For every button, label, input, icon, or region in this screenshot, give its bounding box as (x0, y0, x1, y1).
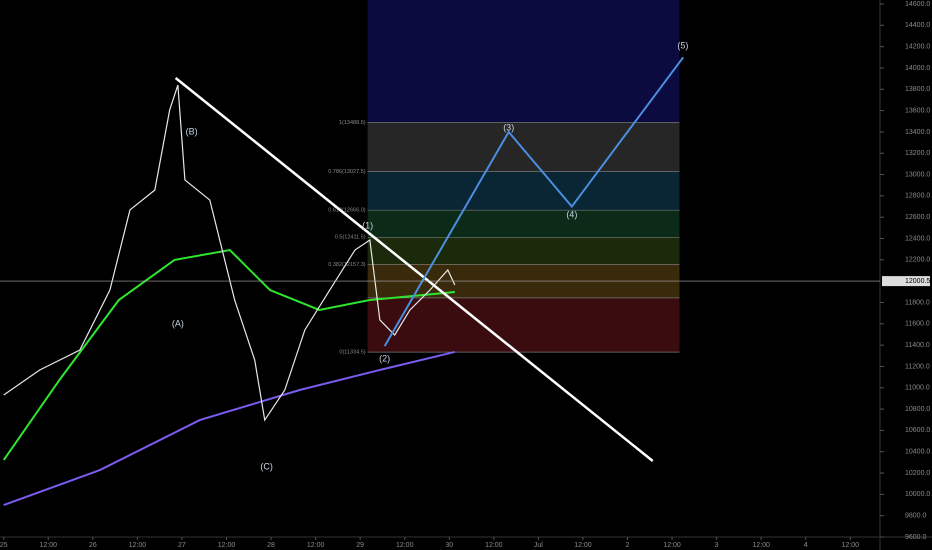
x-tick-label: 12:00 (307, 542, 325, 549)
y-tick-label: 14400.0 (905, 22, 930, 29)
x-tick-label: 29 (356, 542, 364, 549)
fib-label: 0.618(12666.0) (328, 208, 365, 214)
wave-projection (383, 56, 685, 347)
y-tick-label: 14600.0 (905, 1, 930, 8)
x-tick-label: 25 (0, 542, 8, 549)
y-tick-label: 10200.0 (905, 470, 930, 477)
y-tick-label: 11200.0 (905, 363, 930, 370)
current-price-tag (882, 276, 930, 287)
fib-label: 1(13488.5) (339, 120, 366, 126)
x-tick-label: 12:00 (396, 542, 414, 549)
x-tick-label: 12:00 (574, 542, 592, 549)
x-tick-label: 2 (626, 542, 630, 549)
fib-zone (367, 210, 680, 238)
x-tick-label: Jul (534, 542, 543, 549)
y-tick-label: 12600.0 (905, 214, 930, 221)
x-tick-label: 3 (715, 542, 719, 549)
x-tick-label: 12:00 (40, 542, 58, 549)
trendline (174, 77, 654, 462)
x-tick-label: 26 (89, 542, 97, 549)
x-tick-label: 12:00 (485, 542, 503, 549)
wave-label: (C) (260, 461, 273, 471)
y-tick-label: 10600.0 (905, 427, 930, 434)
x-tick-label: 4 (804, 542, 808, 549)
y-tick-label: 12200.0 (905, 257, 930, 264)
x-tick-label: 30 (445, 542, 453, 549)
moving-average (3, 350, 456, 506)
wave-label: (3) (503, 122, 514, 132)
y-tick-label: 14200.0 (905, 43, 930, 50)
wave-label: (B) (186, 126, 198, 136)
x-tick-label: 12:00 (218, 542, 236, 549)
wave-label: (5) (677, 40, 688, 50)
x-tick-label: 27 (178, 542, 186, 549)
wave-label: (A) (172, 318, 184, 328)
y-tick-label: 11000.0 (905, 385, 930, 392)
y-tick-label: 13200.0 (905, 150, 930, 157)
fib-label: 0.5(12411.5) (335, 235, 366, 241)
fib-label: 0(11334.5) (339, 350, 365, 356)
y-tick-label: 13600.0 (905, 107, 930, 114)
y-tick-label: 13000.0 (905, 171, 930, 178)
x-tick-label: 12:00 (752, 542, 770, 549)
moving-average (2, 248, 455, 461)
y-tick-label: 10000.0 (905, 491, 930, 498)
wave-label: (2) (379, 353, 390, 363)
y-tick-label: 9600.0 (905, 534, 927, 541)
y-tick-label: 12800.0 (905, 193, 930, 200)
wave-label: (4) (566, 209, 577, 219)
y-tick-label: 11600.0 (905, 321, 930, 328)
price-line (3, 84, 456, 422)
y-tick-label: 11400.0 (905, 342, 930, 349)
wave-label: (1) (362, 220, 373, 230)
y-tick-label: 9800.0 (905, 513, 927, 520)
fib-zone (367, 122, 680, 172)
x-tick-label: 12:00 (842, 542, 860, 549)
fib-zone (367, 237, 680, 265)
y-tick-label: 10800.0 (905, 406, 930, 413)
current-price-label: 12000.5 (905, 278, 930, 285)
x-tick-label: 12:00 (663, 542, 681, 549)
fib-label: 0.786(13027.5) (328, 169, 365, 175)
fib-top-zone (367, 0, 680, 123)
y-tick-label: 14000.0 (905, 65, 930, 72)
fib-zone (367, 171, 680, 211)
fib-label: 0.382(12157.3) (328, 262, 365, 268)
y-tick-label: 11800.0 (905, 299, 930, 306)
y-tick-label: 13400.0 (905, 129, 930, 136)
fib-zone (367, 297, 680, 353)
x-tick-label: 12:00 (129, 542, 147, 549)
y-tick-label: 10400.0 (905, 449, 930, 456)
y-tick-label: 13800.0 (905, 86, 930, 93)
y-tick-label: 12400.0 (905, 235, 930, 242)
x-tick-label: 28 (267, 542, 275, 549)
